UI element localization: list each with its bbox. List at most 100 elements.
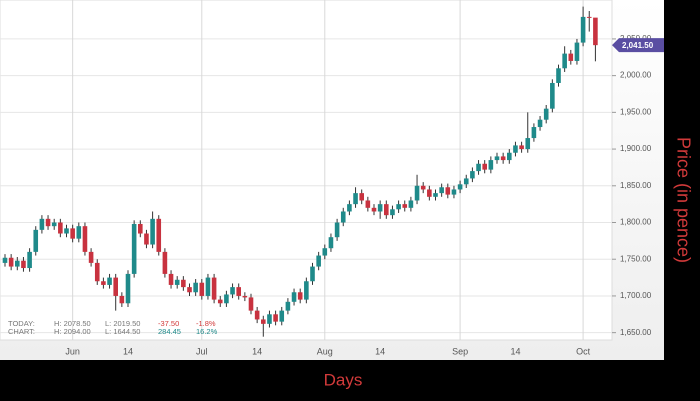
candle-body — [463, 178, 469, 185]
x-tick-label: Sep — [452, 346, 468, 356]
candle-body — [525, 138, 531, 150]
candle-body — [70, 228, 75, 239]
candle-body — [408, 200, 414, 208]
candle-body — [384, 204, 389, 216]
candle-body — [500, 156, 506, 161]
y-tick-label: 1,950.00 — [620, 107, 652, 116]
x-tick-label: 14 — [252, 346, 262, 356]
candle-body — [365, 200, 371, 208]
candle-body — [8, 257, 14, 267]
x-axis-label: Days — [324, 370, 363, 389]
candle-body — [199, 282, 205, 296]
candle-body — [174, 279, 180, 285]
candle-body — [94, 262, 100, 282]
candle-body — [556, 68, 561, 83]
candle-body — [138, 223, 143, 234]
candle-body — [162, 251, 168, 274]
candle-body — [543, 108, 549, 120]
candle-body — [217, 299, 223, 304]
candle-body — [168, 273, 174, 285]
candle-body — [279, 310, 285, 322]
summary-high: H: 2078.50 — [54, 319, 91, 328]
candle-body — [113, 277, 118, 296]
candle-body — [390, 209, 395, 216]
y-tick-label: 1,750.00 — [620, 254, 652, 263]
candle-body — [593, 17, 598, 46]
summary-low: L: 2019.50 — [105, 319, 140, 328]
candle-body — [574, 42, 580, 61]
candle-body — [402, 204, 408, 208]
candle-body — [254, 310, 260, 320]
summary-percent: 16.2% — [196, 327, 218, 336]
candle-body — [488, 160, 494, 170]
candle-body — [328, 237, 334, 249]
candle-body — [519, 145, 524, 150]
summary-change: 284.45 — [158, 327, 181, 336]
candle-body — [359, 193, 364, 201]
candle-body — [550, 82, 555, 109]
candle-body — [21, 260, 26, 269]
candle-body — [88, 251, 94, 263]
candle-body — [242, 295, 248, 298]
summary-high: H: 2094.00 — [54, 327, 91, 336]
candle-body — [193, 282, 198, 293]
x-tick-label: Jul — [196, 346, 208, 356]
candle-body — [125, 273, 131, 304]
candle-body — [76, 226, 82, 239]
candle-body — [414, 185, 420, 201]
summary-low: L: 1644.50 — [105, 327, 140, 336]
x-tick-label: 14 — [510, 346, 520, 356]
candle-body — [144, 233, 149, 245]
x-tick-label: 14 — [375, 346, 385, 356]
summary-name: TODAY: — [8, 319, 35, 328]
candle-body — [2, 257, 8, 263]
candle-body — [568, 53, 574, 61]
candle-body — [107, 277, 112, 285]
candle-body — [156, 218, 162, 252]
y-tick-label: 1,800.00 — [620, 218, 652, 227]
candle-body — [433, 193, 438, 197]
y-tick-label: 1,900.00 — [620, 144, 652, 153]
candle-body — [267, 314, 272, 324]
candles — [2, 6, 598, 337]
last-price-tag — [612, 38, 664, 53]
candle-body — [285, 301, 291, 311]
candle-body — [211, 277, 217, 300]
candle-body — [334, 222, 340, 238]
candle-body — [494, 156, 500, 161]
last-price-label: 2,041.50 — [622, 41, 654, 50]
candle-body — [420, 185, 426, 190]
candle-body — [64, 228, 69, 234]
candle-body — [131, 223, 137, 274]
candle-body — [15, 260, 20, 267]
candle-body — [33, 229, 39, 252]
candle-body — [396, 204, 401, 210]
candle-body — [457, 184, 463, 190]
y-tick-label: 1,850.00 — [620, 181, 652, 190]
candle-body — [439, 187, 444, 194]
candle-body — [310, 266, 315, 282]
candle-body — [51, 222, 57, 227]
candle-body — [580, 16, 586, 43]
candle-body — [248, 297, 254, 311]
candle-body — [377, 204, 383, 212]
candle-body — [205, 277, 211, 296]
candle-body — [537, 119, 543, 128]
candle-body — [45, 218, 51, 227]
candle-body — [427, 189, 432, 197]
candle-body — [353, 193, 358, 205]
candle-body — [347, 204, 352, 212]
candle-body — [445, 187, 451, 195]
candle-body — [297, 292, 303, 300]
x-tick-label: Jun — [65, 346, 80, 356]
candle-body — [58, 222, 63, 234]
y-tick-label: 1,700.00 — [620, 291, 652, 300]
x-tick-label: 14 — [123, 346, 133, 356]
y-axis-label: Price (in pence) — [673, 137, 693, 263]
candle-body — [482, 163, 487, 170]
candle-body — [470, 171, 475, 179]
candle-body — [119, 295, 125, 304]
candle-body — [187, 287, 192, 293]
candle-body — [586, 16, 592, 18]
candle-body — [230, 287, 235, 295]
